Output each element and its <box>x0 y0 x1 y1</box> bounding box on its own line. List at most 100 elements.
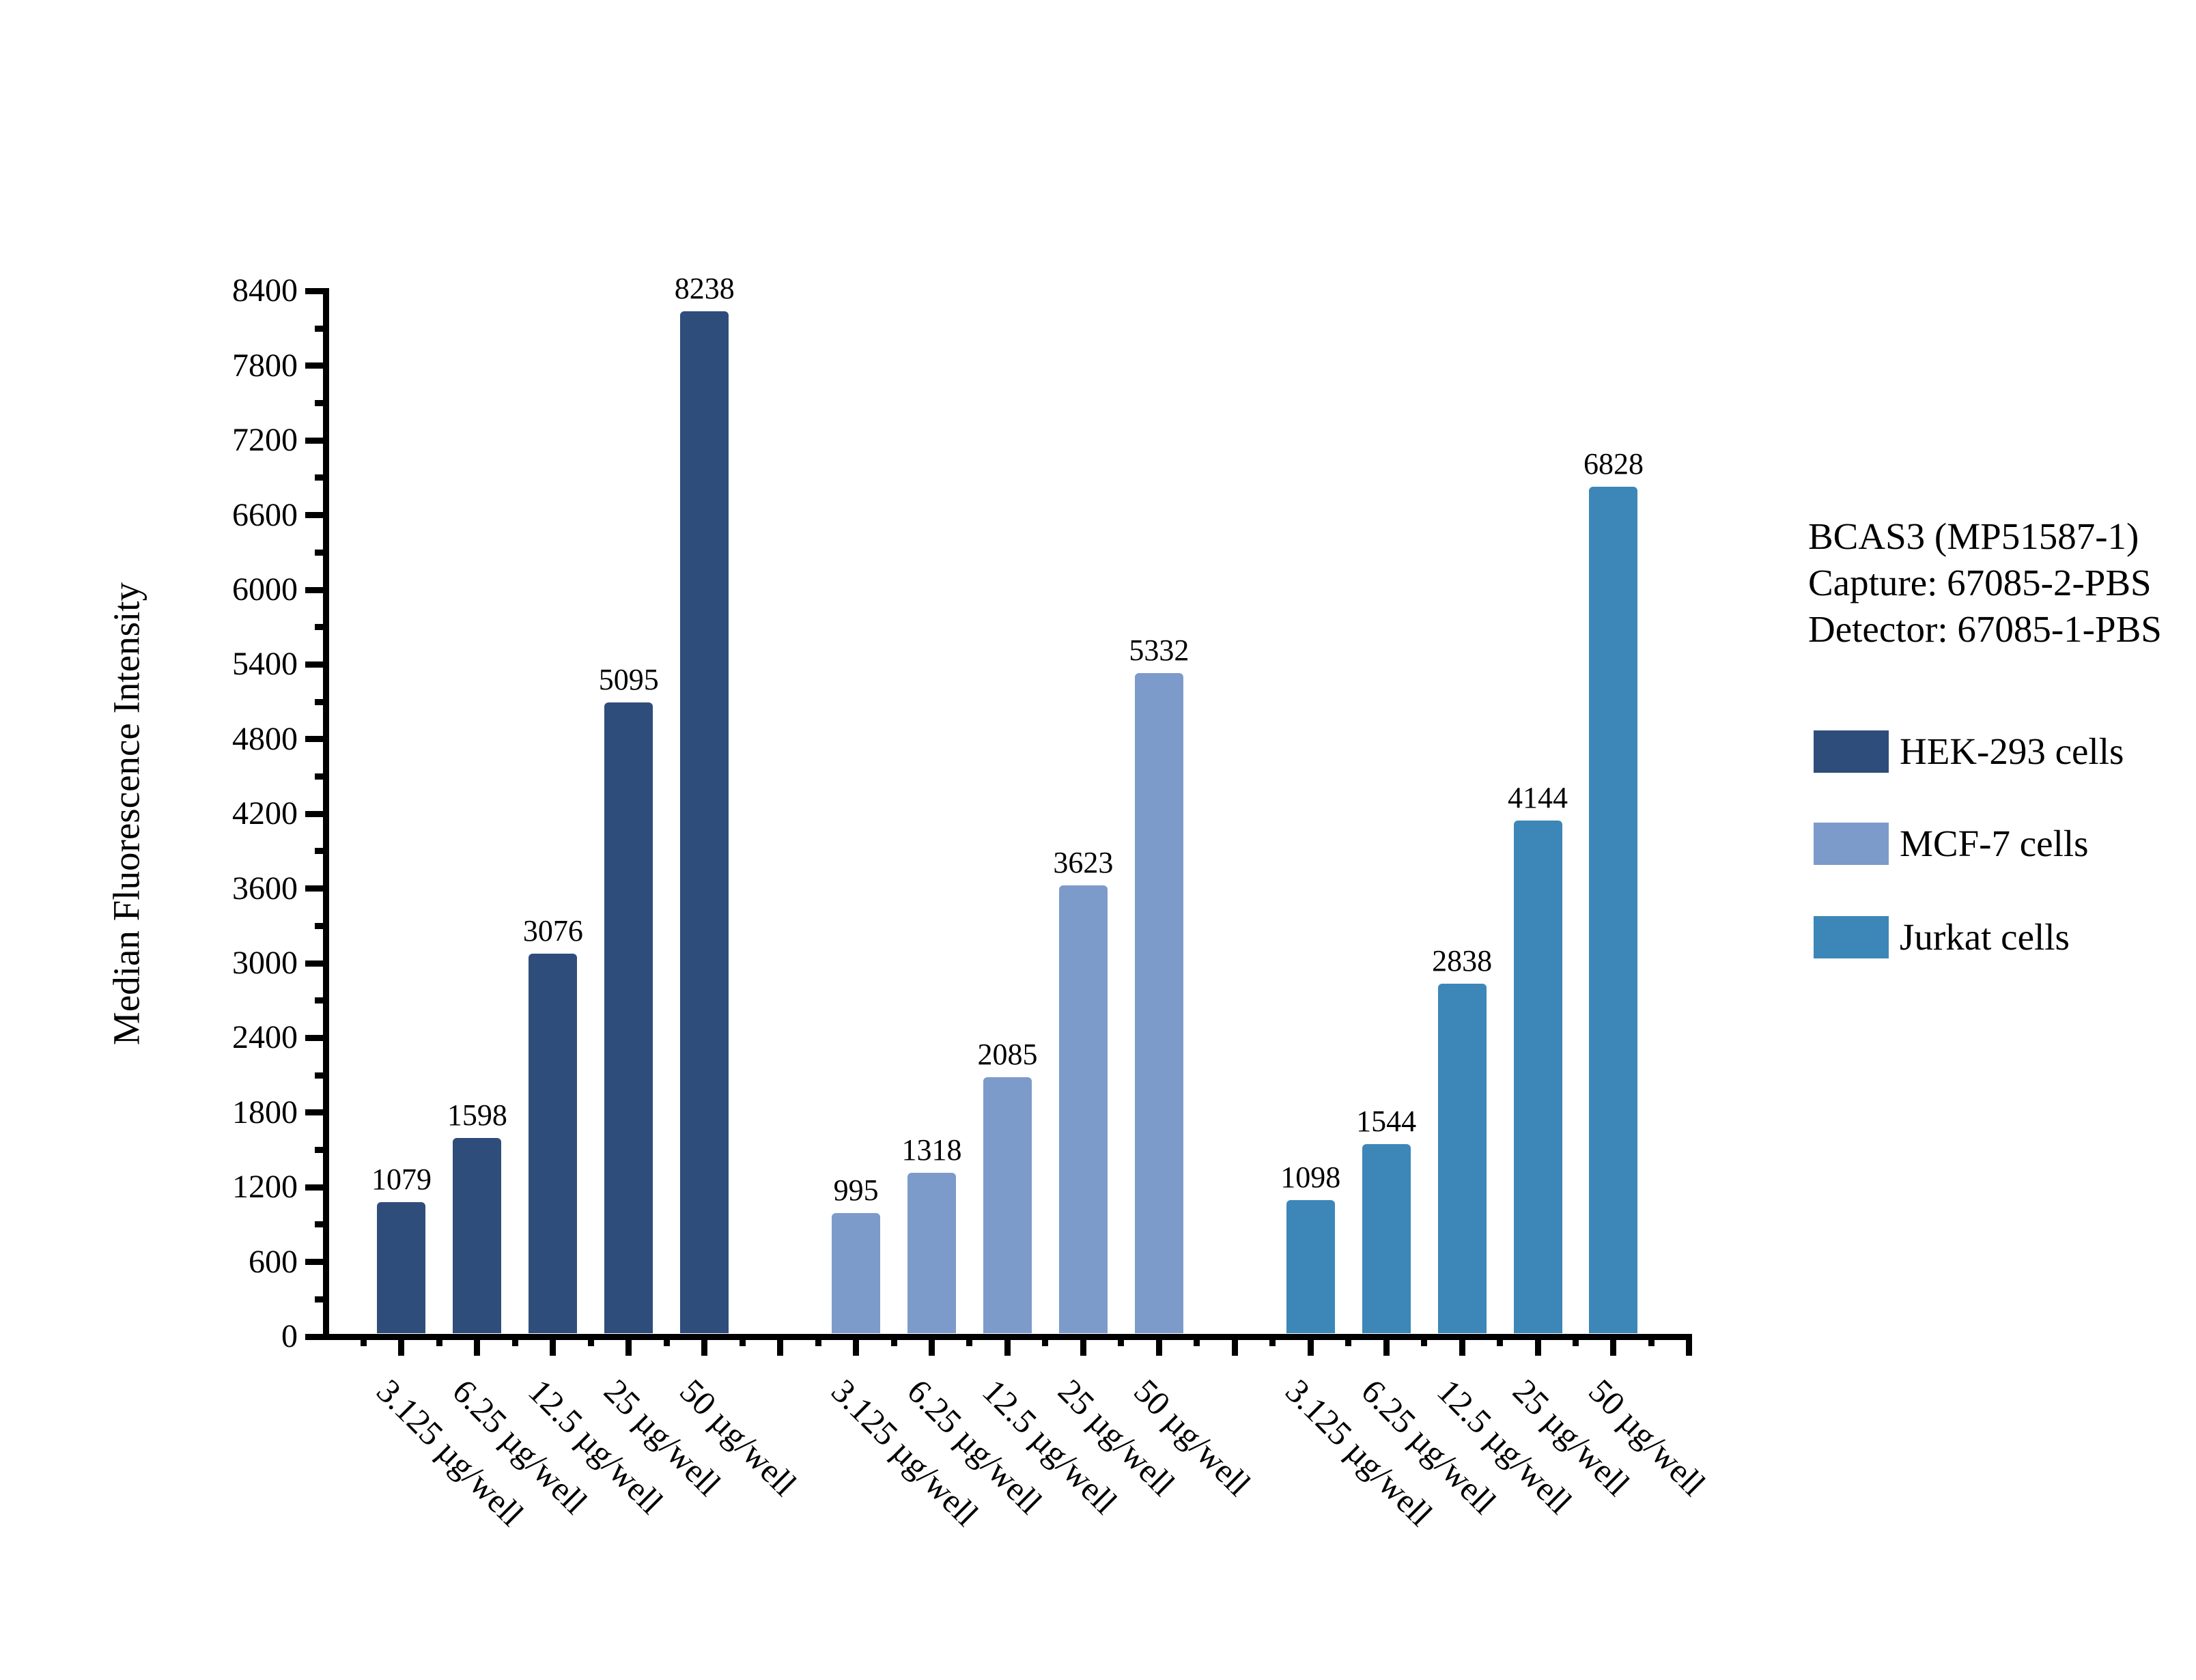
bar-hek-293-50 <box>680 311 729 1334</box>
x-minor-tick <box>1269 1337 1276 1346</box>
x-major-tick <box>1383 1337 1390 1356</box>
bar-jurkat-3.125 <box>1286 1199 1335 1334</box>
y-major-tick <box>305 362 326 369</box>
y-minor-tick <box>315 1147 326 1153</box>
y-tick-label: 7200 <box>232 422 298 459</box>
y-minor-tick <box>315 474 326 481</box>
x-minor-tick <box>436 1337 442 1346</box>
x-minor-tick <box>1648 1337 1655 1346</box>
bar-jurkat-50 <box>1589 487 1638 1334</box>
x-minor-tick <box>511 1337 518 1346</box>
y-major-tick <box>305 512 326 519</box>
y-minor-tick <box>315 624 326 631</box>
y-minor-tick <box>315 997 326 1004</box>
y-tick-label: 3600 <box>232 870 298 907</box>
y-tick-label: 6600 <box>232 496 298 533</box>
x-major-tick <box>1307 1337 1314 1356</box>
bar-value-label: 1318 <box>901 1133 962 1167</box>
y-minor-tick <box>315 1072 326 1079</box>
x-major-tick <box>474 1337 481 1356</box>
bar-value-label: 1598 <box>447 1098 507 1132</box>
bar-value-label: 5332 <box>1129 633 1190 667</box>
y-minor-tick <box>315 922 326 929</box>
legend-swatch-hek-293 <box>1814 730 1889 773</box>
y-minor-tick <box>315 773 326 780</box>
bar-mcf-7-50 <box>1134 672 1183 1334</box>
x-major-tick <box>1231 1337 1238 1356</box>
y-minor-tick <box>315 1296 326 1302</box>
y-major-tick <box>305 810 326 817</box>
x-minor-tick <box>663 1337 670 1346</box>
y-major-tick <box>305 960 326 967</box>
x-major-tick <box>1155 1337 1162 1356</box>
y-tick-label: 4800 <box>232 720 298 757</box>
y-major-tick <box>305 661 326 668</box>
legend: BCAS3 (MP51587-1) Capture: 67085-2-PBS D… <box>1808 513 2162 653</box>
legend-label-mcf-7: MCF-7 cells <box>1900 823 2089 864</box>
x-minor-tick <box>815 1337 821 1346</box>
legend-title-line-1: BCAS3 (MP51587-1) <box>1808 515 2139 557</box>
y-major-tick <box>305 437 326 444</box>
y-tick-label: 6000 <box>232 571 298 608</box>
x-minor-tick <box>587 1337 594 1346</box>
y-axis-title: Median Fluorescence Intensity <box>105 582 147 1046</box>
bar-mcf-7-3.125 <box>832 1212 881 1334</box>
y-major-tick <box>305 1034 326 1041</box>
x-minor-tick <box>966 1337 973 1346</box>
bar-value-label: 1544 <box>1356 1105 1417 1139</box>
x-major-tick <box>550 1337 557 1356</box>
x-major-tick <box>853 1337 860 1356</box>
x-minor-tick <box>1194 1337 1200 1346</box>
x-major-tick <box>625 1337 632 1356</box>
bar-hek-293-3.125 <box>377 1202 426 1334</box>
bar-value-label: 995 <box>833 1173 879 1207</box>
y-tick-label: 1800 <box>232 1094 298 1130</box>
bar-jurkat-6.25 <box>1362 1144 1411 1334</box>
y-minor-tick <box>315 1221 326 1228</box>
bar-hek-293-25 <box>604 702 653 1334</box>
bar-value-label: 3623 <box>1053 846 1114 880</box>
bar-mcf-7-12.5 <box>983 1077 1032 1334</box>
x-minor-tick <box>1497 1337 1504 1346</box>
y-minor-tick <box>315 698 326 705</box>
bar-value-label: 2085 <box>977 1037 1038 1071</box>
y-minor-tick <box>315 549 326 556</box>
x-minor-tick <box>890 1337 897 1346</box>
y-major-tick <box>305 287 326 294</box>
bar-value-label: 5095 <box>598 663 659 696</box>
x-major-tick <box>1610 1337 1617 1356</box>
legend-title-line-2: Capture: 67085-2-PBS <box>1808 562 2152 603</box>
x-major-tick <box>777 1337 784 1356</box>
y-tick-label: 4200 <box>232 795 298 832</box>
y-tick-label: 2400 <box>232 1019 298 1056</box>
y-major-tick <box>305 1333 326 1340</box>
x-major-tick <box>1686 1337 1693 1356</box>
legend-title-line-3: Detector: 67085-1-PBS <box>1808 608 2162 650</box>
bar-value-label: 8238 <box>674 271 735 305</box>
bar-value-label: 1079 <box>371 1163 432 1197</box>
y-major-tick <box>305 1109 326 1116</box>
x-minor-tick <box>1118 1337 1125 1346</box>
y-tick-label: 8400 <box>232 272 298 309</box>
y-minor-tick <box>315 848 326 855</box>
bar-mcf-7-6.25 <box>907 1172 957 1334</box>
x-minor-tick <box>1573 1337 1579 1346</box>
y-tick-label: 1200 <box>232 1169 298 1206</box>
y-minor-tick <box>315 400 326 406</box>
y-major-tick <box>305 885 326 892</box>
bar-value-label: 1098 <box>1280 1160 1341 1194</box>
bar-hek-293-12.5 <box>529 954 578 1334</box>
y-major-tick <box>305 1259 326 1266</box>
x-major-tick <box>398 1337 405 1356</box>
bar-value-label: 4144 <box>1508 781 1568 815</box>
bar-value-label: 2838 <box>1432 943 1493 978</box>
y-tick-label: 0 <box>281 1318 298 1354</box>
bar-value-label: 3076 <box>522 914 583 948</box>
bar-mcf-7-25 <box>1058 885 1108 1334</box>
y-major-tick <box>305 586 326 593</box>
x-minor-tick <box>739 1337 746 1346</box>
x-minor-tick <box>1345 1337 1352 1346</box>
bar-jurkat-25 <box>1513 821 1562 1334</box>
x-major-tick <box>1534 1337 1541 1356</box>
